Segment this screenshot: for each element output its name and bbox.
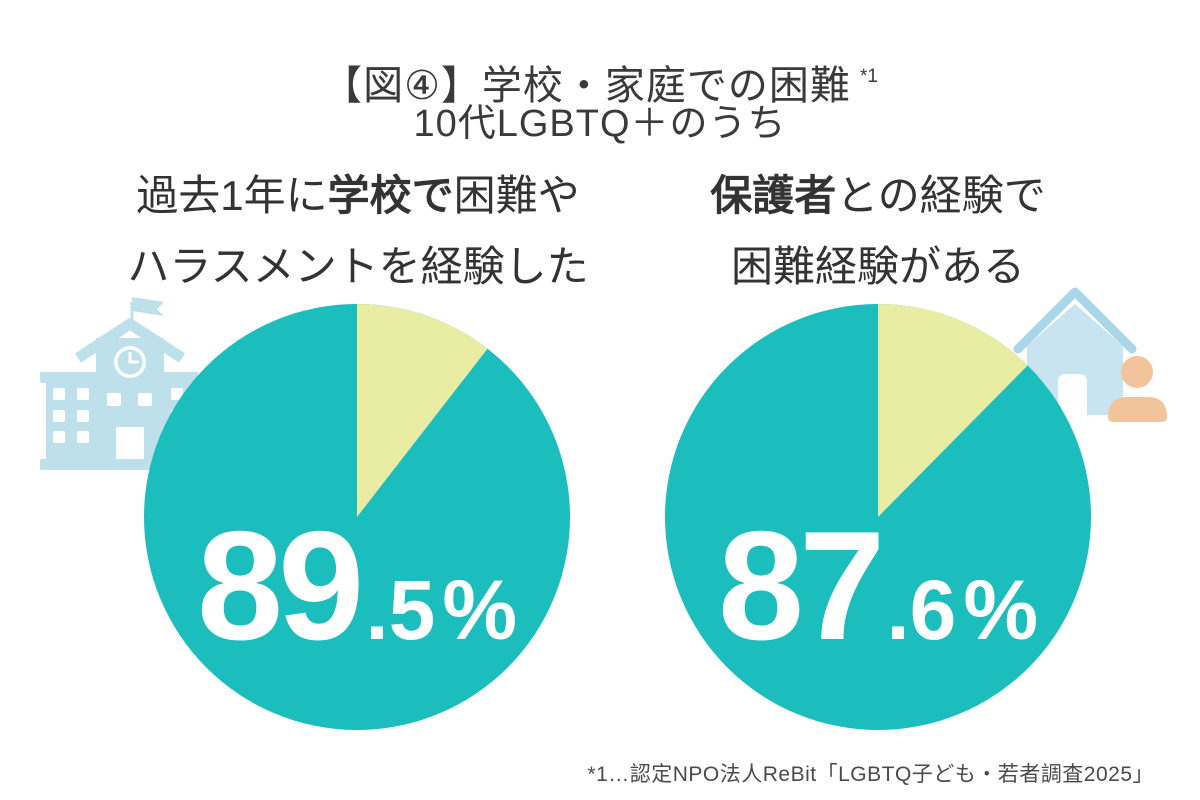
heading-segment: ハラスメントを経験した <box>127 243 589 290</box>
percent-sign: % <box>442 563 518 657</box>
pie-value-label-school: 89.5% <box>197 508 517 663</box>
heading-segment: 困難経験がある <box>730 243 1026 290</box>
school-door <box>116 427 144 459</box>
figure-subtitle: 10代LGBTQ＋のうち <box>413 103 787 145</box>
pie-chart-guardian <box>665 304 1091 730</box>
heading-segment: 保護者 <box>710 172 837 219</box>
heading-segment: 学校で <box>327 172 454 219</box>
heading-line: 保護者との経験で <box>710 160 1046 231</box>
house-door <box>1058 374 1087 415</box>
heading-line: ハラスメントを経験した <box>127 231 588 302</box>
pie-remainder-slice <box>878 304 1028 517</box>
guardian-panel-heading: 保護者との経験で困難経験がある <box>710 160 1046 302</box>
figure-title-text: 【図④】学校・家庭での困難 <box>322 63 851 108</box>
pie-value-frac: .6 <box>886 563 957 657</box>
heading-line: 過去1年に学校で困難や <box>127 160 588 231</box>
person-body <box>1108 397 1167 422</box>
percent-sign: % <box>963 563 1039 657</box>
person-head <box>1121 356 1153 388</box>
pie-remainder-slice <box>357 304 488 517</box>
person-icon <box>1108 356 1167 422</box>
heading-segment: 困難や <box>453 172 580 219</box>
pie-value-int: 89 <box>196 499 364 672</box>
heading-line: 困難経験がある <box>710 231 1046 302</box>
school-left-ledge <box>40 372 97 383</box>
flag-icon <box>132 297 164 316</box>
pie-value-frac: .5 <box>365 563 436 657</box>
source-footnote: *1…認定NPO法人ReBit「LGBTQ子ども・若者調査2025」 <box>587 763 1154 786</box>
school-roof <box>74 317 186 363</box>
school-right-ledge <box>163 372 198 383</box>
footnote-marker: *1 <box>859 65 878 87</box>
clock-icon <box>114 346 146 378</box>
house-roof-outline <box>1013 287 1137 354</box>
heading-segment: との経験で <box>836 172 1046 219</box>
school-panel-heading: 過去1年に学校で困難やハラスメントを経験した <box>127 160 588 302</box>
pie-chart-school <box>144 304 570 730</box>
heading-segment: 過去1年に <box>136 172 328 219</box>
figure-title: 【図④】学校・家庭での困難 *1 <box>0 53 1200 111</box>
pie-value-int: 87 <box>717 499 885 672</box>
house-person-icon <box>1013 287 1167 422</box>
pie-value-label-guardian: 87.6% <box>718 508 1038 663</box>
house-body <box>1027 304 1123 415</box>
